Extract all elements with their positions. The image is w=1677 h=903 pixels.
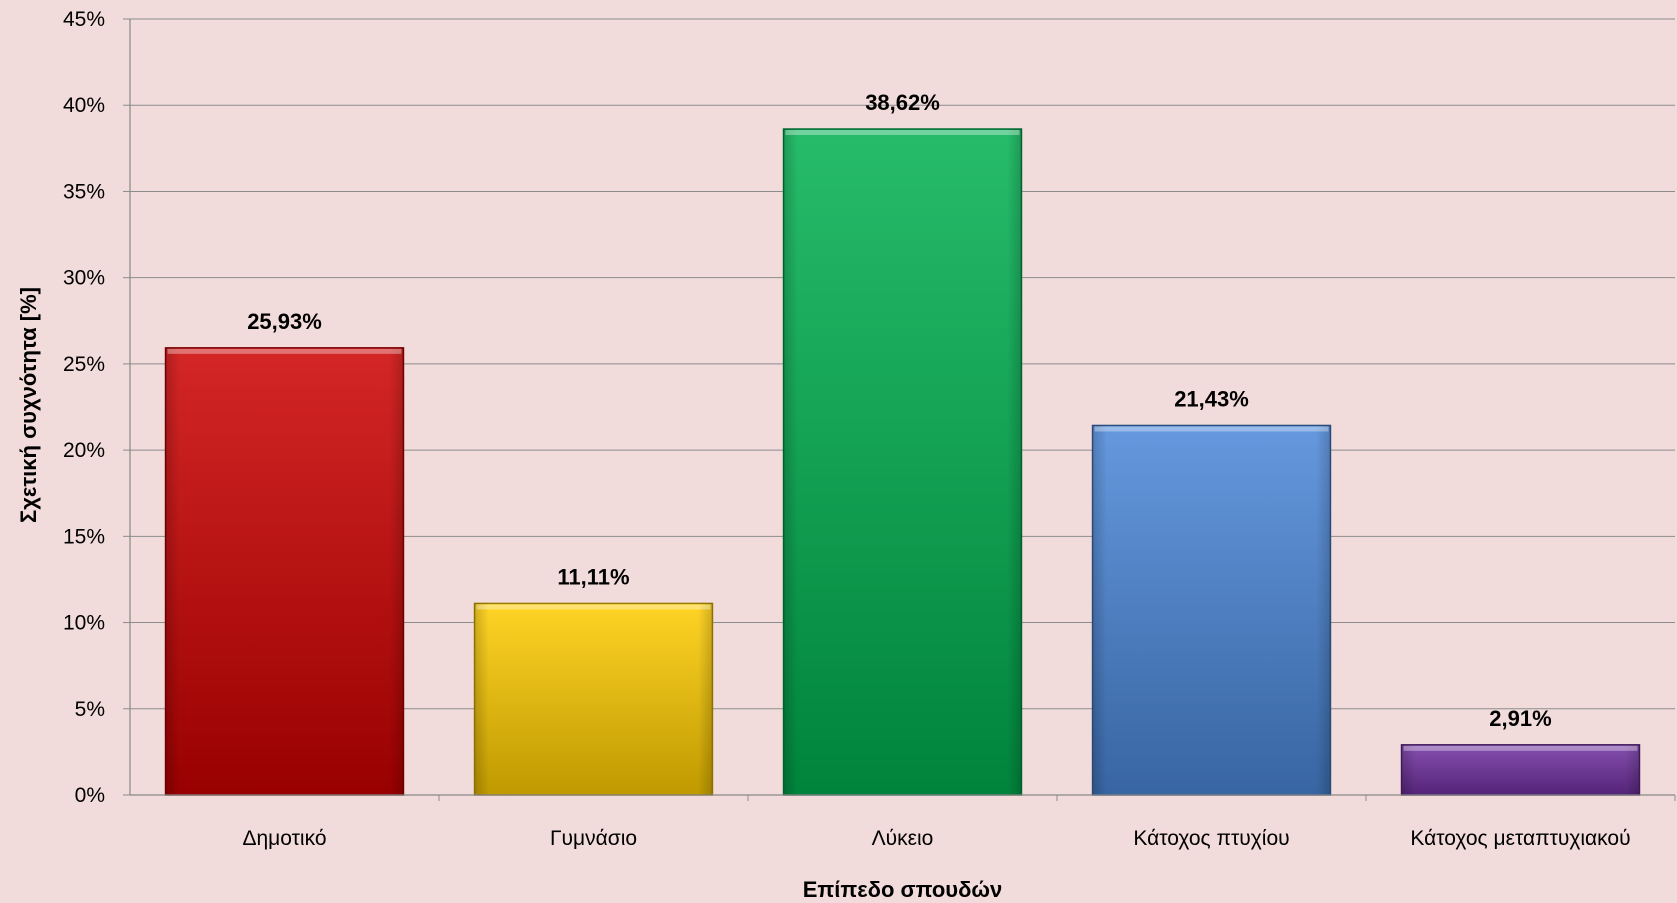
bar-highlight [167,348,402,354]
x-tick-label: Κάτοχος πτυχίου [1133,827,1289,850]
x-tick-label: Δημοτικό [242,827,326,850]
data-label: 25,93% [247,309,322,334]
bar-highlight [1094,426,1329,432]
y-axis-title: Σχετική συχνότητα [%] [16,287,41,523]
bars [164,128,1641,796]
y-tick-label: 5% [75,698,105,721]
data-label: 2,91% [1489,706,1551,731]
x-tick-label: Λύκειο [872,827,934,850]
data-label: 11,11% [557,564,629,589]
x-tick-label: Γυμνάσιο [550,827,637,850]
bar-shading [1092,425,1331,795]
y-tick-label: 10% [63,612,105,635]
x-tick-label: Κάτοχος μεταπτυχιακού [1410,827,1630,850]
data-label: 21,43% [1174,386,1249,411]
bar-5 [1400,744,1641,796]
bar-shading [165,347,404,795]
bar-highlight [1403,745,1638,751]
bar-1 [164,347,405,796]
data-labels: 25,93% 11,11% 38,62% 21,43% 2,91% [247,90,1552,731]
y-tick-label: 0% [75,784,105,807]
bar-4 [1091,424,1332,796]
y-tick-label: 40% [63,94,105,117]
bar-shading [474,603,713,795]
bar-3 [782,128,1023,796]
bar-highlight [785,130,1020,136]
y-tick-label: 30% [63,267,105,290]
x-axis-title: Επίπεδο σπουδών [803,877,1003,902]
bar-2 [473,602,714,796]
y-tick-label: 20% [63,439,105,462]
y-axis-ticks: 0% 5% 10% 15% 20% 25% 30% 35% 40% 45% [63,8,130,807]
bar-shading [1401,744,1640,795]
data-label: 38,62% [865,90,940,115]
x-axis-ticks: Δημοτικό Γυμνάσιο Λύκειο Κάτοχος πτυχίου Κάτ… [242,795,1676,850]
y-tick-label: 35% [63,180,105,203]
bar-shading [783,129,1022,796]
y-tick-label: 15% [63,525,105,548]
y-tick-label: 25% [63,353,105,376]
bar-highlight [476,604,711,610]
y-tick-label: 45% [63,8,105,31]
